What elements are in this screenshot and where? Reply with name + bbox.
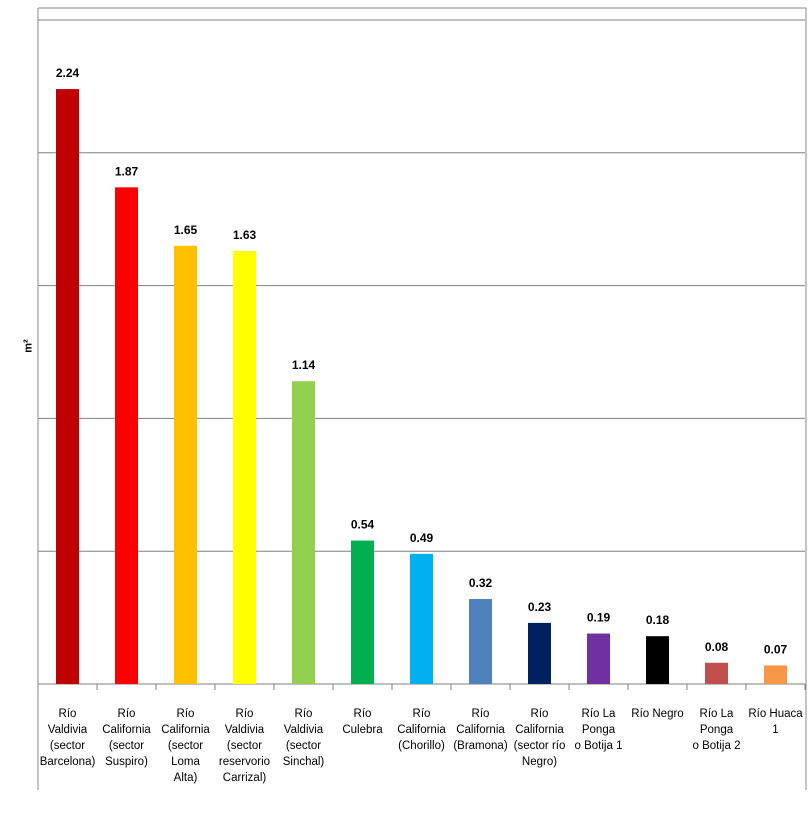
x-tick-label: Río La Ponga o Botija 1 [574,708,623,752]
x-tick-label: Río Valdivia (sector Barcelona) [39,708,96,768]
bar [646,636,669,684]
bar [764,665,787,684]
data-label: 1.87 [115,164,139,178]
bar [528,622,551,684]
bar [174,245,197,684]
x-tick-label: Río Valdivia (sector Sinchal) [282,708,325,768]
bar [587,633,610,684]
x-tick-label: Río California (Bramona) [453,708,508,752]
bar [56,89,79,684]
x-tick-label: Río California (sector Loma Alta) [161,708,210,784]
bar [469,599,492,684]
data-label: 0.08 [705,640,729,654]
data-label: 1.63 [233,228,257,242]
x-tick-label: Río Huaca 1 [748,708,803,736]
data-label: 0.54 [351,518,375,532]
data-label: 0.23 [528,600,552,614]
bar [115,187,138,684]
x-tick-label: Río Negro [631,708,684,720]
x-tick-label: Río California (Chorillo) [397,708,446,752]
x-tick-label: Río La Ponga o Botija 2 [692,708,741,752]
data-label: 1.14 [292,358,316,372]
data-label: 0.19 [587,611,611,625]
bar [351,540,374,684]
bar [233,251,256,684]
data-label: 0.18 [646,613,670,627]
data-label: 0.32 [469,576,493,590]
bar [410,553,433,684]
bar [292,381,315,684]
data-label: 0.49 [410,531,434,545]
data-label: 2.24 [56,66,80,80]
data-label: 0.07 [764,642,788,656]
x-tick-label: Río Valdivia (sector reservorio Carrizal… [218,708,271,784]
x-tick-label: Río Culebra [342,708,383,736]
x-tick-label: Río California (sector río Negro) [513,708,566,768]
data-label: 1.65 [174,223,198,237]
x-tick-label: Río California (sector Suspiro) [102,708,151,768]
bar [705,662,728,684]
